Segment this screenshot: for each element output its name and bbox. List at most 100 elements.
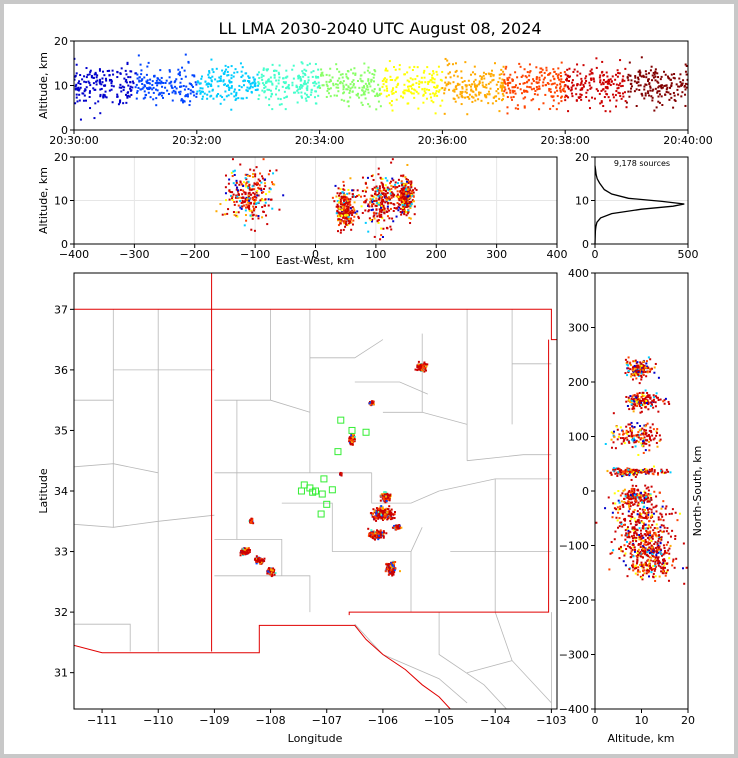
time-altitude-point: [398, 64, 401, 67]
map-point: [377, 530, 380, 533]
northsouth-point: [630, 397, 633, 400]
eastwest-point: [354, 211, 357, 214]
eastwest-point: [346, 207, 349, 210]
time-altitude-point: [168, 76, 171, 79]
time-altitude-point: [278, 64, 281, 67]
map-point: [383, 517, 386, 520]
time-altitude-point: [560, 74, 563, 77]
time-altitude-point: [279, 98, 282, 101]
time-altitude-point: [315, 82, 318, 85]
time-altitude-point: [361, 89, 364, 92]
time-altitude-point: [609, 78, 612, 81]
time-altitude-point: [329, 80, 332, 83]
time-altitude-point: [604, 81, 607, 84]
map-point: [255, 560, 258, 563]
northsouth-point: [637, 471, 640, 474]
time-altitude-point: [204, 80, 207, 83]
time-altitude-point: [623, 79, 626, 82]
time-altitude-point: [521, 74, 524, 77]
time-altitude-point: [327, 92, 330, 95]
time-altitude-point: [116, 95, 119, 98]
time-altitude-point: [325, 95, 328, 98]
time-altitude-point: [590, 72, 593, 75]
time-altitude-point: [209, 95, 212, 98]
eastwest-point: [263, 188, 266, 191]
time-altitude-point: [556, 95, 559, 98]
eastwest-point: [347, 219, 350, 222]
time-altitude-point: [489, 81, 492, 84]
time-altitude-point: [584, 77, 587, 80]
map-point: [390, 568, 393, 571]
time-altitude-point: [177, 73, 180, 76]
northsouth-point: [649, 439, 652, 442]
time-altitude-point: [619, 94, 622, 97]
eastwest-point: [272, 172, 275, 175]
time-altitude-point: [252, 81, 255, 84]
eastwest-point: [380, 215, 383, 218]
northsouth-point: [633, 403, 636, 406]
time-altitude-point: [184, 95, 187, 98]
eastwest-point: [400, 197, 403, 200]
time-altitude-point: [273, 76, 276, 79]
map-point: [273, 568, 276, 571]
time-altitude-point: [280, 103, 283, 106]
time-altitude-point: [224, 83, 227, 86]
map-point: [390, 508, 393, 511]
time-altitude-point: [221, 96, 224, 99]
map-point: [396, 524, 399, 527]
time-altitude-point: [651, 79, 654, 82]
time-altitude-point: [562, 90, 565, 93]
eastwest-point: [244, 183, 247, 186]
northsouth-point: [645, 375, 648, 378]
map-point: [376, 529, 379, 532]
northsouth-point: [640, 399, 643, 402]
eastwest-point: [386, 207, 389, 210]
map-point: [386, 494, 389, 497]
map-point: [388, 570, 391, 573]
northsouth-point: [631, 373, 634, 376]
state-boundary: [74, 308, 557, 341]
eastwest-point: [376, 190, 379, 193]
northsouth-point: [648, 500, 651, 503]
time-altitude-point: [189, 89, 192, 92]
time-altitude-point: [263, 91, 266, 94]
eastwest-point: [341, 205, 344, 208]
time-altitude-point: [599, 81, 602, 84]
time-altitude-point: [448, 88, 451, 91]
time-altitude-point: [516, 86, 519, 89]
time-altitude-point: [498, 110, 501, 113]
time-altitude-point: [74, 102, 77, 105]
time-altitude-point: [203, 92, 206, 95]
eastwest-point: [343, 189, 346, 192]
time-altitude-point: [394, 90, 397, 93]
eastwest-point: [257, 186, 260, 189]
time-altitude-point: [300, 61, 303, 64]
time-altitude-point: [456, 83, 459, 86]
time-altitude-point: [607, 78, 610, 81]
time-altitude-point: [466, 113, 469, 116]
time-altitude-point: [394, 79, 397, 82]
time-altitude-point: [335, 63, 338, 66]
time-altitude-point: [629, 90, 632, 93]
map-point: [388, 566, 391, 569]
time-altitude-point: [152, 98, 155, 101]
time-altitude-point: [466, 96, 469, 99]
map-point: [255, 562, 258, 565]
northsouth-point: [606, 470, 609, 473]
eastwest-point: [224, 174, 227, 177]
northsouth-point: [635, 366, 638, 369]
time-altitude-point: [160, 94, 163, 97]
eastwest-point: [347, 216, 350, 219]
time-altitude-point: [286, 95, 289, 98]
northsouth-point: [614, 472, 617, 475]
time-altitude-point: [571, 95, 574, 98]
time-altitude-point: [670, 85, 673, 88]
eastwest-point: [378, 215, 381, 218]
northsouth-point: [636, 433, 639, 436]
time-altitude-point: [341, 73, 344, 76]
time-altitude-point: [570, 92, 573, 95]
time-altitude-point: [451, 63, 454, 66]
time-altitude-point: [407, 102, 410, 105]
time-altitude-point: [195, 95, 198, 98]
eastwest-point: [402, 193, 405, 196]
